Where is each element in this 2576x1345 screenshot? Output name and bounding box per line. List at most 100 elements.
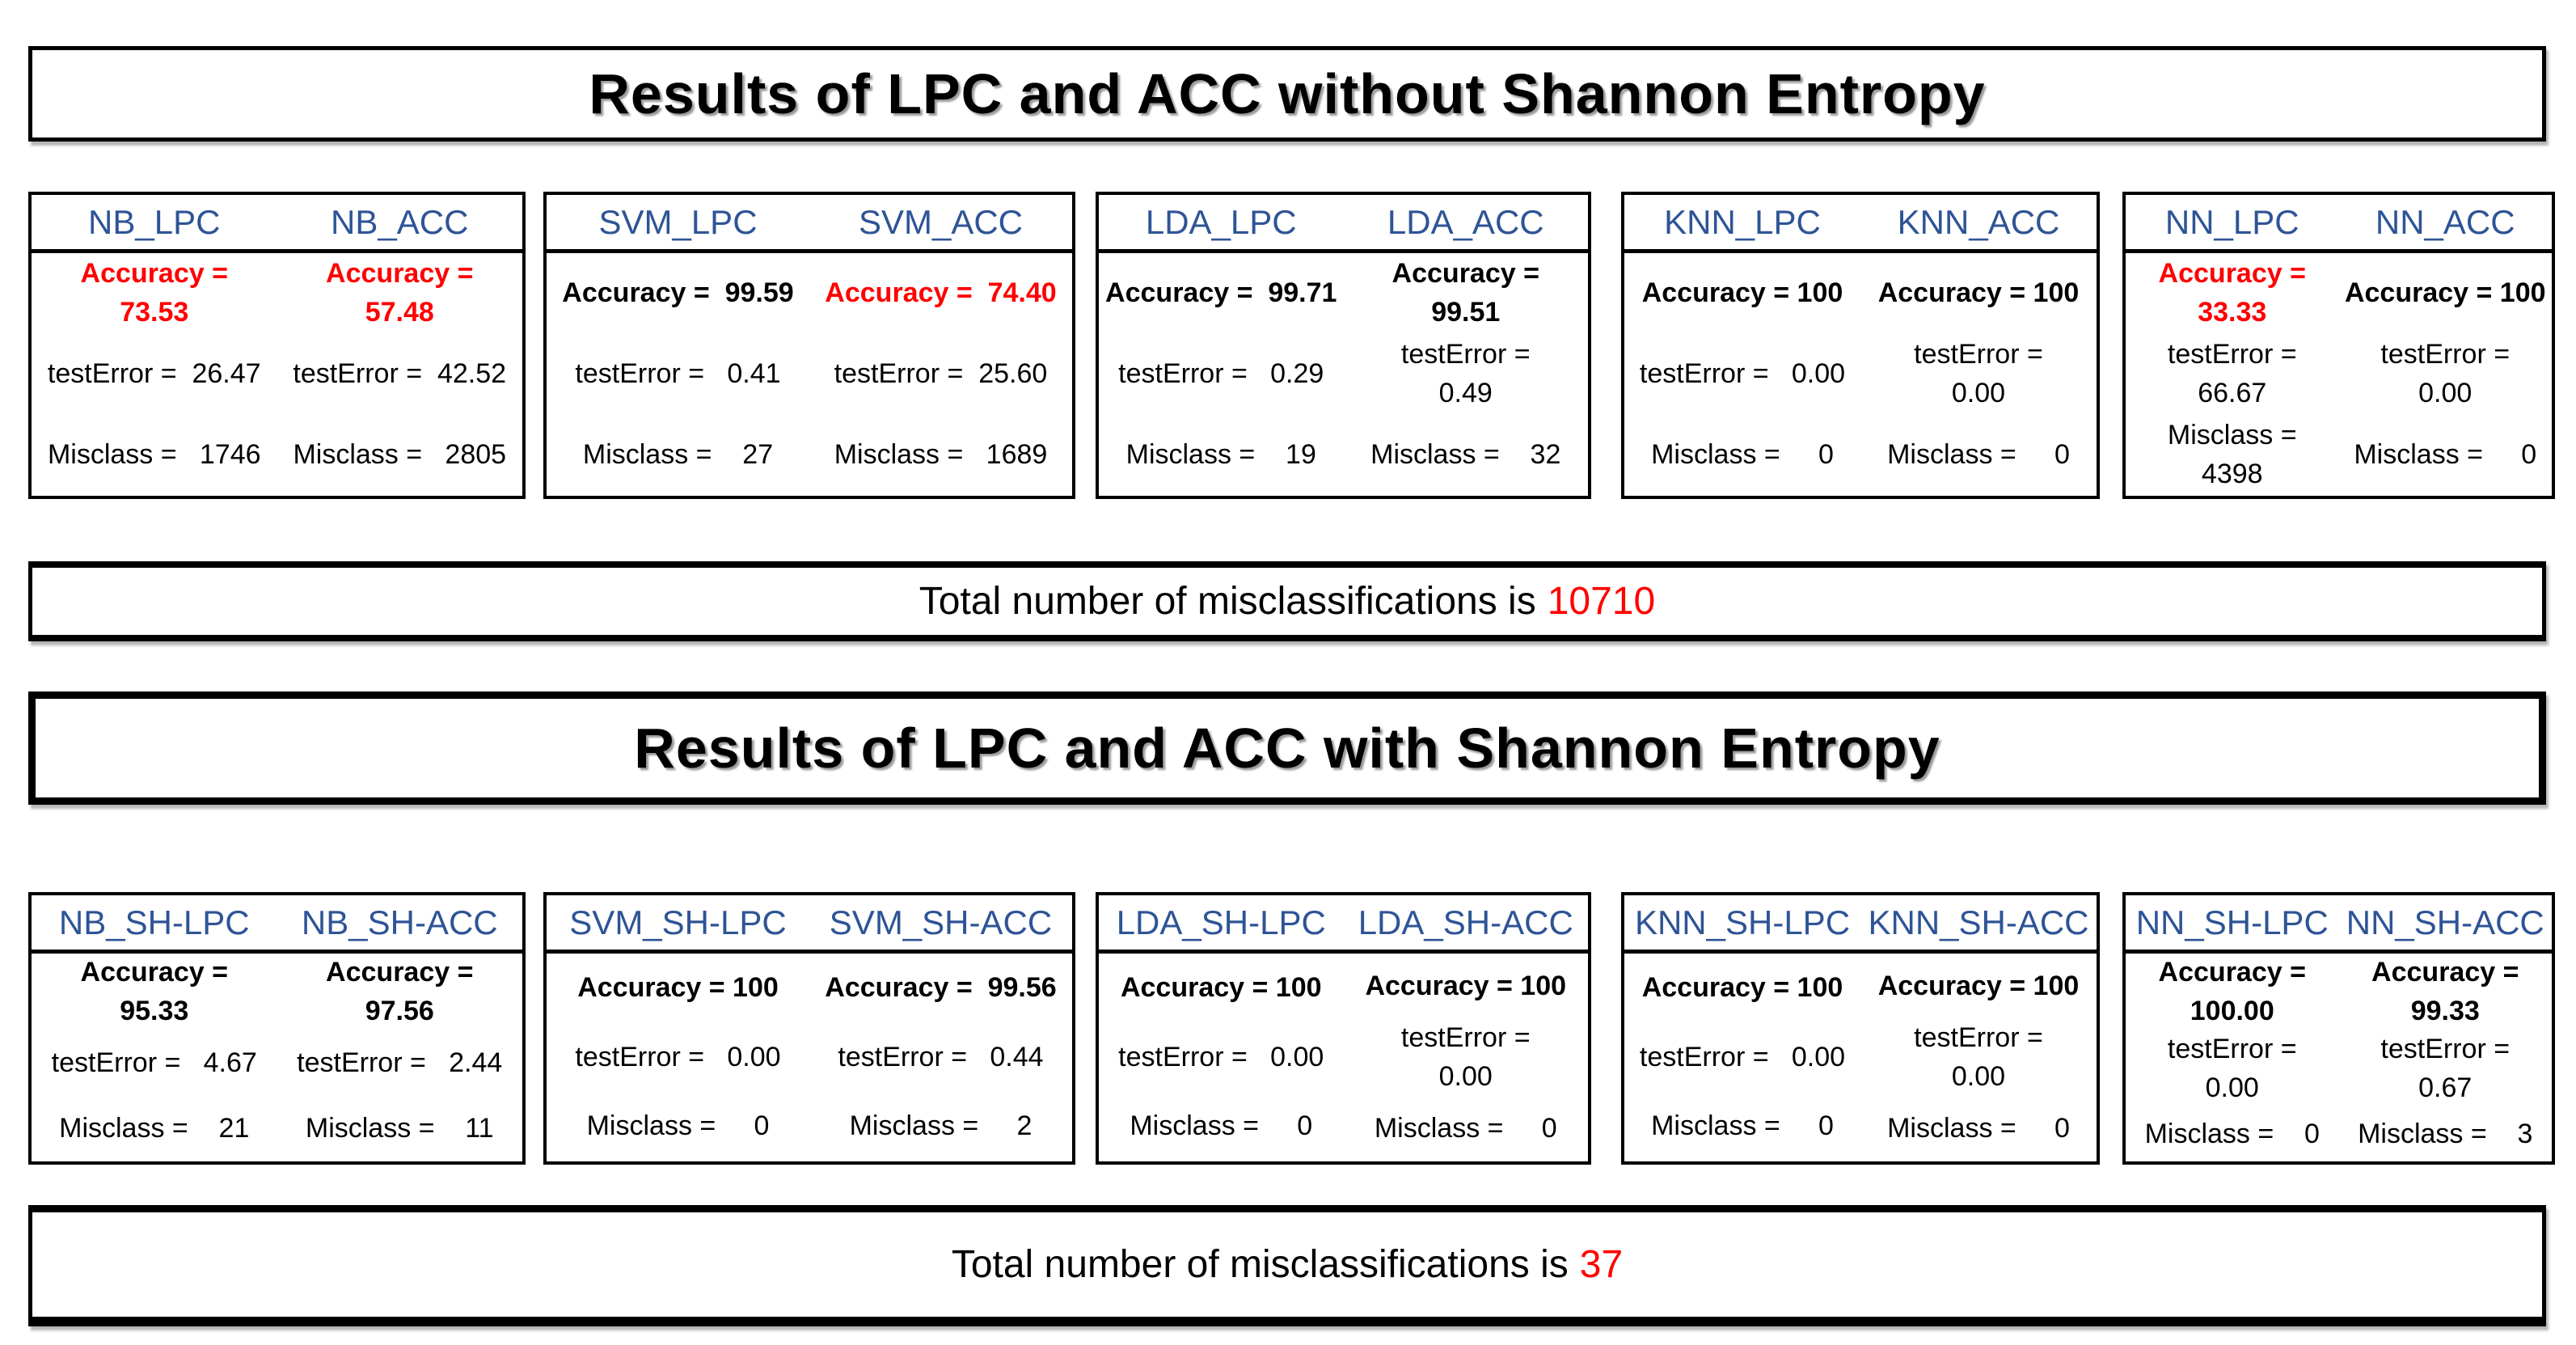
misclass-value: Misclass = 11 xyxy=(305,1112,494,1144)
accuracy-value: Accuracy = 100 xyxy=(1877,277,2080,309)
misclass-value: Misclass = 0 xyxy=(1887,439,2070,471)
test-error-value: testError = 4.67 xyxy=(51,1047,257,1078)
box-header-row: SVM_SH-LPC SVM_SH-ACC xyxy=(547,895,1072,954)
box-header-row: NN_SH-LPC NN_SH-ACC xyxy=(2126,895,2552,954)
misclass-value: Misclass = 2805 xyxy=(293,439,507,471)
box-header-row: LDA_SH-LPC LDA_SH-ACC xyxy=(1099,895,1588,954)
lpc-column: Accuracy = 100 testError = 0.00 Misclass… xyxy=(1624,954,1860,1161)
misclass-value: Misclass = 21 xyxy=(59,1112,250,1144)
box-header-row: NB_SH-LPC NB_SH-ACC xyxy=(32,895,522,954)
accuracy-value: Accuracy = 100 xyxy=(1877,970,2080,1001)
test-error-value: testError = 26.47 xyxy=(47,358,261,390)
column-header-svm-sh-lpc: SVM_SH-LPC xyxy=(569,903,787,941)
column-header-knn-acc: KNN_ACC xyxy=(1897,202,2060,241)
result-box-svm-sh: SVM_SH-LPC SVM_SH-ACC Accuracy = 100 tes… xyxy=(543,892,1075,1165)
section-title-text: Results of LPC and ACC without Shannon E… xyxy=(589,62,1986,125)
box-body: Accuracy = 100 testError = 0.00 Misclass… xyxy=(1624,253,2097,496)
test-error-value: testError = 0.00 xyxy=(2167,1034,2297,1103)
misclass-value: Misclass = 0 xyxy=(1130,1110,1313,1142)
misclass-value: Misclass = 0 xyxy=(586,1110,770,1142)
box-header-row: SVM_LPC SVM_ACC xyxy=(547,195,1072,253)
result-box-nb: NB_LPC NB_ACC Accuracy = 73.53 testError… xyxy=(28,192,526,499)
lpc-column: Accuracy = 99.71 testError = 0.29 Miscla… xyxy=(1099,253,1344,496)
box-body: Accuracy = 99.59 testError = 0.41 Miscla… xyxy=(547,253,1072,496)
box-body: Accuracy = 100 testError = 0.00 Misclass… xyxy=(547,954,1072,1161)
result-box-knn: KNN_LPC KNN_ACC Accuracy = 100 testError… xyxy=(1621,192,2100,499)
accuracy-value: Accuracy = 97.56 xyxy=(326,957,474,1026)
result-box-svm: SVM_LPC SVM_ACC Accuracy = 99.59 testErr… xyxy=(543,192,1075,499)
test-error-value: testError = 0.00 xyxy=(1118,1041,1324,1072)
column-header-nn-acc: NN_ACC xyxy=(2375,202,2515,241)
misclass-value: Misclass = 0 xyxy=(1887,1112,2070,1144)
test-error-value: testError = 0.00 xyxy=(575,1041,781,1072)
misclass-value: Misclass = 0 xyxy=(1651,1110,1834,1142)
accuracy-value: Accuracy = 99.51 xyxy=(1391,258,1539,328)
acc-column: Accuracy = 99.56 testError = 0.44 Miscla… xyxy=(809,954,1072,1161)
column-header-nn-sh-lpc: NN_SH-LPC xyxy=(2135,903,2329,941)
test-error-value: testError = 0.49 xyxy=(1400,339,1531,408)
result-box-nn-sh: NN_SH-LPC NN_SH-ACC Accuracy = 100.00 te… xyxy=(2122,892,2555,1165)
test-error-value: testError = 66.67 xyxy=(2167,339,2297,408)
test-error-value: testError = 0.44 xyxy=(838,1041,1044,1072)
column-header-nn-sh-acc: NN_SH-ACC xyxy=(2346,903,2544,941)
acc-column: Accuracy = 99.51 testError = 0.49 Miscla… xyxy=(1344,253,1589,496)
misclass-value: Misclass = 3 xyxy=(2358,1118,2533,1149)
accuracy-value: Accuracy = 99.56 xyxy=(825,972,1057,1004)
misclass-value: Misclass = 0 xyxy=(2354,439,2537,471)
result-box-lda-sh: LDA_SH-LPC LDA_SH-ACC Accuracy = 100 tes… xyxy=(1096,892,1591,1165)
acc-column: Accuracy = 100 testError = 0.00 Misclass… xyxy=(1860,253,2097,496)
column-header-lda-lpc: LDA_LPC xyxy=(1145,202,1297,241)
acc-column: Accuracy = 57.48 testError = 42.52 Miscl… xyxy=(277,253,523,496)
accuracy-value: Accuracy = 57.48 xyxy=(326,258,474,328)
test-error-value: testError = 2.44 xyxy=(297,1047,503,1078)
box-body: Accuracy = 100.00 testError = 0.00 Miscl… xyxy=(2126,954,2552,1161)
total-text: Total number of misclassifications is xyxy=(951,1243,1569,1286)
accuracy-value: Accuracy = 100 xyxy=(1641,277,1843,309)
result-box-lda: LDA_LPC LDA_ACC Accuracy = 99.71 testErr… xyxy=(1096,192,1591,499)
box-header-row: KNN_LPC KNN_ACC xyxy=(1624,195,2097,253)
accuracy-value: Accuracy = 100 xyxy=(577,972,779,1004)
column-header-svm-lpc: SVM_LPC xyxy=(598,202,758,241)
accuracy-value: Accuracy = 99.33 xyxy=(2371,957,2519,1026)
column-header-lda-sh-acc: LDA_SH-ACC xyxy=(1358,903,1573,941)
test-error-value: testError = 0.00 xyxy=(2380,339,2511,408)
column-header-nn-lpc: NN_LPC xyxy=(2164,202,2299,241)
accuracy-value: Accuracy = 73.53 xyxy=(80,258,228,328)
lpc-column: Accuracy = 100 testError = 0.00 Misclass… xyxy=(1624,253,1860,496)
accuracy-value: Accuracy = 100.00 xyxy=(2158,957,2306,1026)
test-error-value: testError = 0.00 xyxy=(1639,1041,1846,1072)
test-error-value: testError = 0.29 xyxy=(1118,358,1324,390)
box-body: Accuracy = 33.33 testError = 66.67 Miscl… xyxy=(2126,253,2552,496)
test-error-value: testError = 0.41 xyxy=(575,358,781,390)
total-value: 37 xyxy=(1579,1243,1624,1286)
accuracy-value: Accuracy = 95.33 xyxy=(80,957,228,1026)
column-header-knn-sh-acc: KNN_SH-ACC xyxy=(1868,903,2089,941)
box-header-row: NB_LPC NB_ACC xyxy=(32,195,522,253)
test-error-value: testError = 0.67 xyxy=(2380,1034,2511,1103)
accuracy-value: Accuracy = 100 xyxy=(2344,277,2546,309)
test-error-value: testError = 42.52 xyxy=(293,358,507,390)
test-error-value: testError = 0.00 xyxy=(1914,339,2043,408)
column-header-nb-acc: NB_ACC xyxy=(331,202,469,241)
accuracy-value: Accuracy = 100 xyxy=(1365,970,1567,1001)
box-header-row: KNN_SH-LPC KNN_SH-ACC xyxy=(1624,895,2097,954)
accuracy-value: Accuracy = 33.33 xyxy=(2158,258,2306,328)
lpc-column: Accuracy = 73.53 testError = 26.47 Miscl… xyxy=(32,253,277,496)
column-header-svm-sh-acc: SVM_SH-ACC xyxy=(829,903,1053,941)
test-error-value: testError = 0.00 xyxy=(1914,1021,2043,1092)
accuracy-value: Accuracy = 100 xyxy=(1641,972,1843,1004)
lpc-column: Accuracy = 100 testError = 0.00 Misclass… xyxy=(1099,954,1344,1161)
acc-column: Accuracy = 100 testError = 0.00 Misclass… xyxy=(2339,253,2553,496)
column-header-lda-sh-lpc: LDA_SH-LPC xyxy=(1116,903,1326,941)
box-header-row: LDA_LPC LDA_ACC xyxy=(1099,195,1588,253)
total-text: Total number of misclassifications is xyxy=(918,580,1536,623)
accuracy-value: Accuracy = 100 xyxy=(1120,972,1322,1004)
column-header-knn-sh-lpc: KNN_SH-LPC xyxy=(1634,903,1851,941)
total-line: Total number of misclassifications is 107… xyxy=(919,579,1655,624)
box-body: Accuracy = 95.33 testError = 4.67 Miscla… xyxy=(32,954,522,1161)
box-body: Accuracy = 100 testError = 0.00 Misclass… xyxy=(1624,954,2097,1161)
acc-column: Accuracy = 97.56 testError = 2.44 Miscla… xyxy=(277,954,523,1161)
accuracy-value: Accuracy = 74.40 xyxy=(825,277,1057,309)
column-header-knn-lpc: KNN_LPC xyxy=(1664,202,1821,241)
test-error-value: testError = 25.60 xyxy=(834,358,1048,390)
